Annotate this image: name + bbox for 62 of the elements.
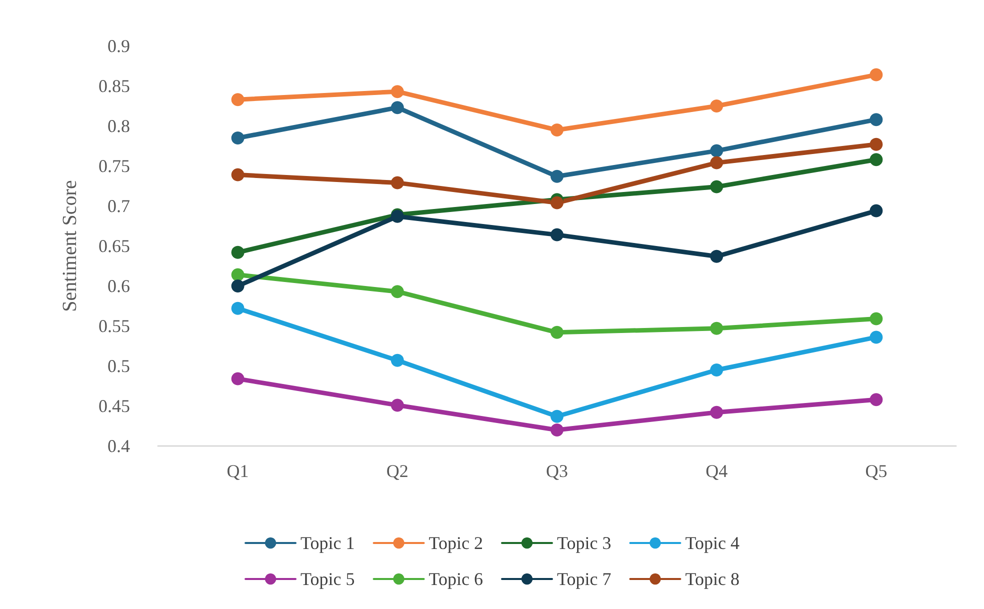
point [231,372,244,386]
point [231,93,244,106]
point [231,132,244,144]
y-tick-label: 0.45 [98,396,130,416]
point [870,330,883,344]
point [710,144,724,158]
legend-label: Topic 6 [428,569,484,589]
point [710,322,724,335]
point [710,250,724,263]
y-axis-title: Sentiment Score [59,180,81,312]
point [550,124,564,136]
point [710,100,724,112]
point [231,280,244,292]
point [390,285,404,298]
point [550,326,564,339]
point [390,176,404,190]
legend-label: Topic 7 [557,569,612,589]
legend-label: Topic 4 [685,533,740,553]
point [710,364,724,376]
x-tick-label: Q2 [386,461,408,481]
y-tick-label: 0.6 [108,276,130,296]
legend-label: Topic 1 [300,533,355,553]
point [550,196,564,210]
point [870,393,883,406]
x-tick-label: Q3 [546,461,568,481]
y-tick-label: 0.85 [98,76,130,96]
point [231,246,244,259]
point [390,101,404,114]
point [231,168,244,182]
legend-label: Topic 2 [428,533,484,553]
y-tick-label: 0.5 [108,356,130,376]
y-tick-label: 0.55 [98,316,130,336]
point [231,268,244,282]
y-tick-label: 0.8 [108,116,130,136]
point [550,410,564,423]
point [870,153,883,166]
point [390,85,404,98]
legend-label: Topic 8 [685,569,740,589]
legend-label: Topic 5 [300,569,355,589]
point [710,406,724,419]
legend-label: Topic 3 [557,533,612,553]
point [710,180,724,194]
point [870,204,883,218]
y-tick-label: 0.4 [108,436,130,456]
point [870,312,883,326]
x-tick-label: Q4 [706,461,728,481]
x-tick-label: Q5 [865,461,888,481]
x-tick-label: Q1 [226,461,249,481]
y-tick-label: 0.9 [108,36,130,56]
point [390,398,404,412]
point [550,170,564,183]
point [231,302,244,315]
point [390,354,404,367]
y-tick-label: 0.65 [98,236,130,256]
point [870,138,883,151]
point [710,156,724,170]
point [550,228,564,242]
y-tick-label: 0.75 [98,156,130,176]
y-tick-label: 0.7 [108,196,130,216]
point [870,113,883,126]
point [870,68,883,82]
point [550,424,564,436]
